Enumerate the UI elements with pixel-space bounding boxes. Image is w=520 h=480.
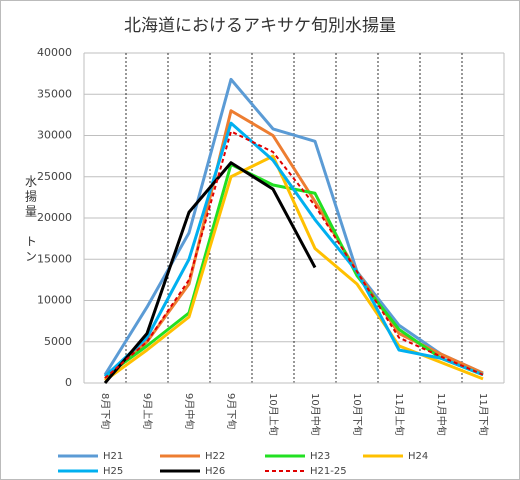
series-line: [103, 121, 484, 378]
legend-label: H25: [103, 466, 123, 477]
x-tick-label: 11月上旬: [393, 393, 406, 436]
chart-title: 北海道におけるアキサケ旬別水揚量: [124, 16, 396, 36]
y-tick-label: 15000: [37, 252, 72, 265]
x-tick-label: 10月上旬: [267, 393, 280, 436]
x-tick-label: 10月下旬: [351, 393, 364, 436]
series-line: [104, 130, 484, 379]
y-tick-label: 30000: [37, 129, 72, 142]
legend-label: H26: [205, 466, 225, 477]
x-tick-label: 9月中旬: [183, 393, 196, 429]
x-tick-label: 11月下旬: [477, 393, 490, 436]
y-tick-label: 20000: [37, 211, 72, 224]
x-tick-label: 10月中旬: [309, 393, 322, 436]
x-tick-label: 9月上旬: [141, 393, 154, 429]
x-tick-label: 8月下旬: [99, 393, 112, 429]
y-tick-label: 35000: [37, 87, 72, 100]
legend-label: H22: [205, 451, 225, 462]
y-tick-label: 40000: [37, 46, 72, 59]
x-tick-label: 11月中旬: [435, 393, 448, 436]
y-tick-label: 5000: [44, 335, 72, 348]
legend-label: H21: [103, 451, 123, 462]
x-tick-label: 9月下旬: [225, 393, 238, 429]
series-line: [103, 161, 317, 384]
legend-label: H21-25: [310, 466, 347, 477]
legend-label: H24: [408, 451, 428, 462]
y-tick-label: 0: [65, 376, 72, 389]
y-tick-label: 25000: [37, 170, 72, 183]
y-tick-label: 10000: [37, 294, 72, 307]
y-axis-label: 水揚量 トン: [24, 175, 38, 265]
legend-label: H23: [310, 451, 330, 462]
